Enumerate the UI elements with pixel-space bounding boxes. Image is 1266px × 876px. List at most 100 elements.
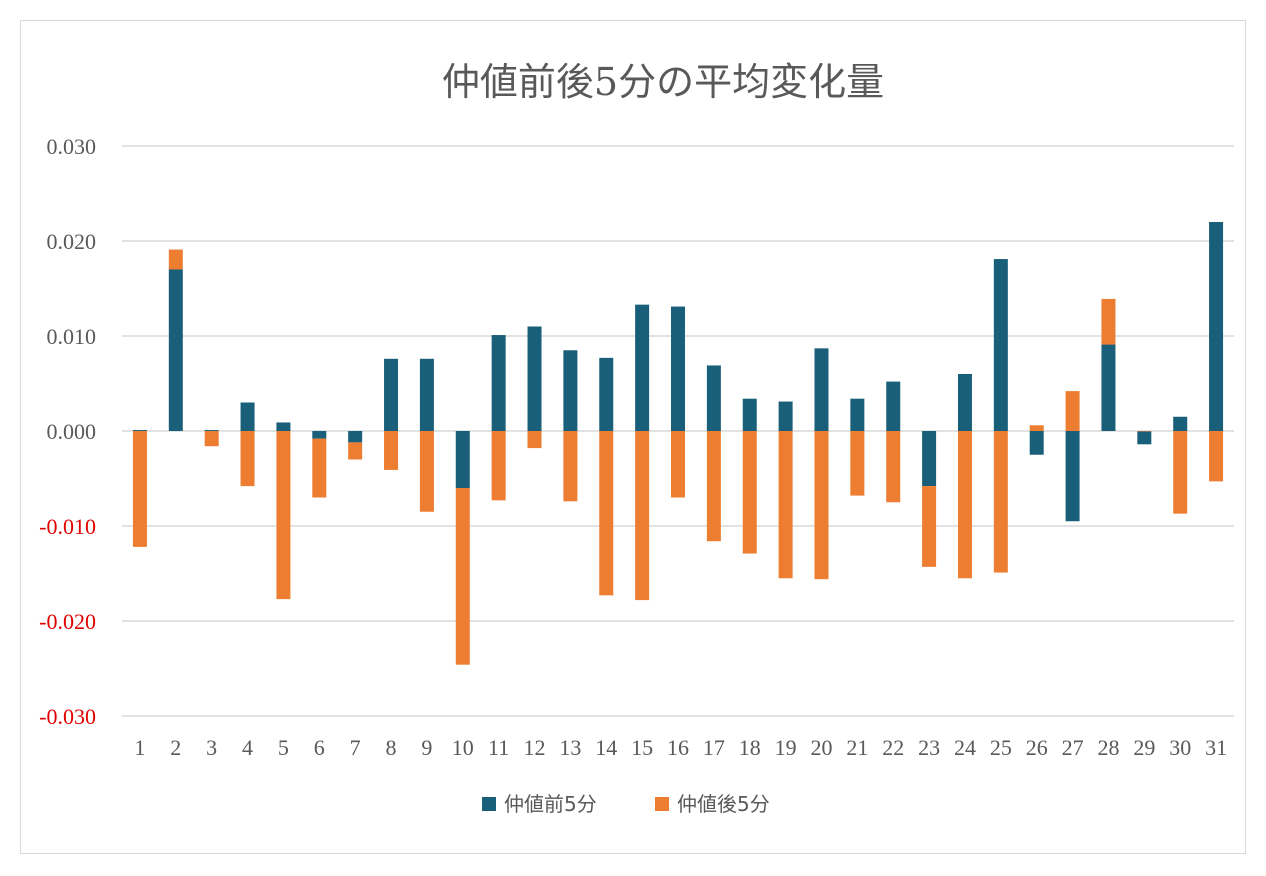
x-tick-label: 30 bbox=[1169, 735, 1191, 760]
legend-label: 仲値後5分 bbox=[677, 792, 770, 816]
x-tick-label: 12 bbox=[524, 735, 546, 760]
x-tick-label: 1 bbox=[134, 735, 145, 760]
bar-before bbox=[563, 350, 578, 431]
bar-before bbox=[1101, 344, 1116, 431]
bar-before bbox=[1209, 222, 1224, 431]
bar-before bbox=[850, 398, 865, 431]
bar-before bbox=[348, 431, 363, 443]
x-tick-label: 22 bbox=[882, 735, 904, 760]
bar-before bbox=[814, 348, 829, 431]
x-tick-label: 14 bbox=[595, 735, 617, 760]
bar-after bbox=[814, 431, 829, 580]
bar-before bbox=[922, 431, 937, 487]
bar-after bbox=[1029, 425, 1044, 431]
bar-before bbox=[455, 431, 470, 488]
bar-before bbox=[635, 304, 650, 431]
bar-before bbox=[312, 431, 327, 439]
bar-before bbox=[1065, 431, 1080, 522]
bar-after bbox=[1209, 431, 1224, 482]
grid-lines bbox=[122, 145, 1234, 717]
bar-after bbox=[957, 431, 972, 579]
x-tick-label: 15 bbox=[631, 735, 653, 760]
x-tick-label: 31 bbox=[1205, 735, 1227, 760]
bar-after bbox=[635, 431, 650, 601]
x-tick-label: 16 bbox=[667, 735, 689, 760]
bar-after bbox=[1173, 431, 1188, 514]
x-axis-ticks: 1 2 3 4 5 6 7 8 9 10 11 12 13 14 15 16 17 18 19 20 21 22 23 24 2… bbox=[134, 735, 1227, 760]
x-tick-label: 24 bbox=[954, 735, 976, 760]
y-tick-label: 0.010 bbox=[47, 324, 97, 349]
legend: 仲値前5分 仲値後5分 bbox=[482, 792, 770, 816]
y-tick-label: -0.020 bbox=[39, 609, 96, 634]
bar-after bbox=[742, 431, 757, 554]
bar-before bbox=[957, 374, 972, 431]
bar-after bbox=[599, 431, 614, 596]
bar-after bbox=[706, 431, 721, 542]
y-tick-label: 0.030 bbox=[47, 134, 97, 159]
bar-after bbox=[384, 431, 399, 470]
x-tick-label: 27 bbox=[1062, 735, 1084, 760]
y-tick-label: 0.020 bbox=[47, 229, 97, 254]
bar-after bbox=[276, 431, 291, 600]
x-tick-label: 7 bbox=[350, 735, 361, 760]
bar-after bbox=[850, 431, 865, 496]
bar-before bbox=[1173, 416, 1188, 431]
bar-after bbox=[993, 431, 1008, 573]
bar-before bbox=[204, 430, 219, 431]
bar-after bbox=[671, 431, 685, 498]
x-tick-label: 4 bbox=[242, 735, 253, 760]
legend-swatch bbox=[655, 797, 669, 811]
x-tick-label: 21 bbox=[846, 735, 868, 760]
legend-label: 仲値前5分 bbox=[504, 792, 597, 816]
x-tick-label: 3 bbox=[206, 735, 217, 760]
y-tick-label: -0.030 bbox=[39, 704, 96, 729]
bars bbox=[132, 222, 1224, 665]
x-tick-label: 23 bbox=[918, 735, 940, 760]
bar-before bbox=[384, 358, 399, 431]
x-tick-label: 28 bbox=[1097, 735, 1119, 760]
bar-after bbox=[1137, 431, 1152, 432]
bar-before bbox=[599, 357, 614, 431]
x-tick-label: 8 bbox=[386, 735, 397, 760]
x-tick-label: 17 bbox=[703, 735, 725, 760]
bar-after bbox=[419, 431, 434, 512]
y-tick-label: 0.000 bbox=[47, 419, 97, 444]
bar-before bbox=[527, 326, 542, 431]
x-tick-label: 6 bbox=[314, 735, 325, 760]
bar-after bbox=[240, 431, 255, 487]
bar-before bbox=[1029, 431, 1044, 455]
bar-after bbox=[1065, 391, 1080, 431]
x-tick-label: 29 bbox=[1133, 735, 1155, 760]
bar-before bbox=[886, 381, 901, 431]
bar-after bbox=[886, 431, 901, 503]
bar-after bbox=[132, 431, 147, 547]
x-tick-label: 25 bbox=[990, 735, 1012, 760]
bar-before bbox=[742, 398, 757, 431]
bar-before bbox=[132, 430, 147, 431]
bar-after bbox=[348, 442, 363, 460]
bar-after bbox=[527, 431, 542, 449]
bar-after bbox=[778, 431, 793, 579]
y-tick-label: -0.010 bbox=[39, 514, 96, 539]
x-tick-label: 18 bbox=[739, 735, 761, 760]
bar-before bbox=[671, 306, 685, 431]
x-tick-label: 20 bbox=[810, 735, 832, 760]
y-axis-ticks: 0.030 0.020 0.010 0.000 -0.010 -0.020 -0.030 bbox=[39, 134, 96, 729]
bar-after bbox=[1101, 298, 1116, 345]
x-tick-label: 26 bbox=[1026, 735, 1048, 760]
bar-after bbox=[455, 488, 470, 665]
bar-before bbox=[419, 358, 434, 431]
bar-before bbox=[1137, 431, 1152, 445]
bar-after bbox=[312, 438, 327, 498]
bar-after bbox=[922, 486, 937, 567]
x-tick-label: 5 bbox=[278, 735, 289, 760]
bar-after bbox=[491, 431, 506, 501]
x-tick-label: 9 bbox=[421, 735, 432, 760]
bar-before bbox=[168, 269, 183, 431]
x-tick-label: 13 bbox=[559, 735, 581, 760]
x-tick-label: 10 bbox=[452, 735, 474, 760]
x-tick-label: 19 bbox=[775, 735, 797, 760]
bar-before bbox=[240, 402, 255, 431]
bar-after bbox=[168, 249, 183, 270]
